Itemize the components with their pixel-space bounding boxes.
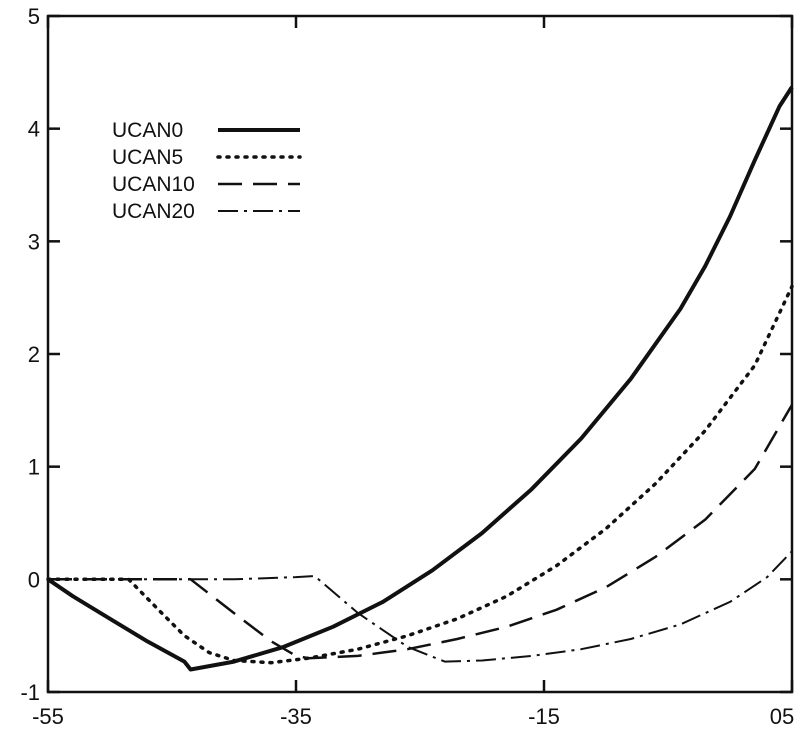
y-tick-labels: -1 0 1 2 3 4 5 — [20, 4, 40, 705]
y-tick-label: 5 — [28, 4, 40, 29]
y-tick-label: 4 — [28, 117, 40, 142]
legend-label-ucan20: UCAN20 — [112, 200, 195, 223]
tick-marks — [46, 14, 794, 694]
x-tick-label: 05 — [770, 704, 794, 729]
series-lines — [46, 85, 794, 672]
legend-label-ucan5: UCAN5 — [112, 146, 183, 169]
legend-label-ucan0: UCAN0 — [112, 119, 183, 142]
series-line-ucan10 — [48, 404, 794, 660]
legend-label-ucan10: UCAN10 — [112, 173, 195, 196]
y-tick-label: -1 — [20, 680, 40, 705]
plot-frame — [46, 14, 794, 694]
series-line-ucan0 — [46, 85, 794, 672]
y-tick-label: 1 — [28, 455, 40, 480]
series-line-ucan20 — [48, 550, 793, 663]
y-tick-label: 2 — [28, 342, 40, 367]
x-tick-label: -55 — [32, 704, 64, 729]
series-line-ucan5 — [46, 284, 794, 665]
legend: UCAN0 UCAN5 UCAN10 UCAN20 — [112, 119, 302, 223]
x-tick-label: -35 — [280, 704, 312, 729]
y-tick-label: 0 — [28, 567, 40, 592]
x-tick-labels: -55 -35 -15 05 — [32, 704, 794, 729]
y-tick-label: 3 — [28, 229, 40, 254]
x-tick-label: -15 — [528, 704, 560, 729]
